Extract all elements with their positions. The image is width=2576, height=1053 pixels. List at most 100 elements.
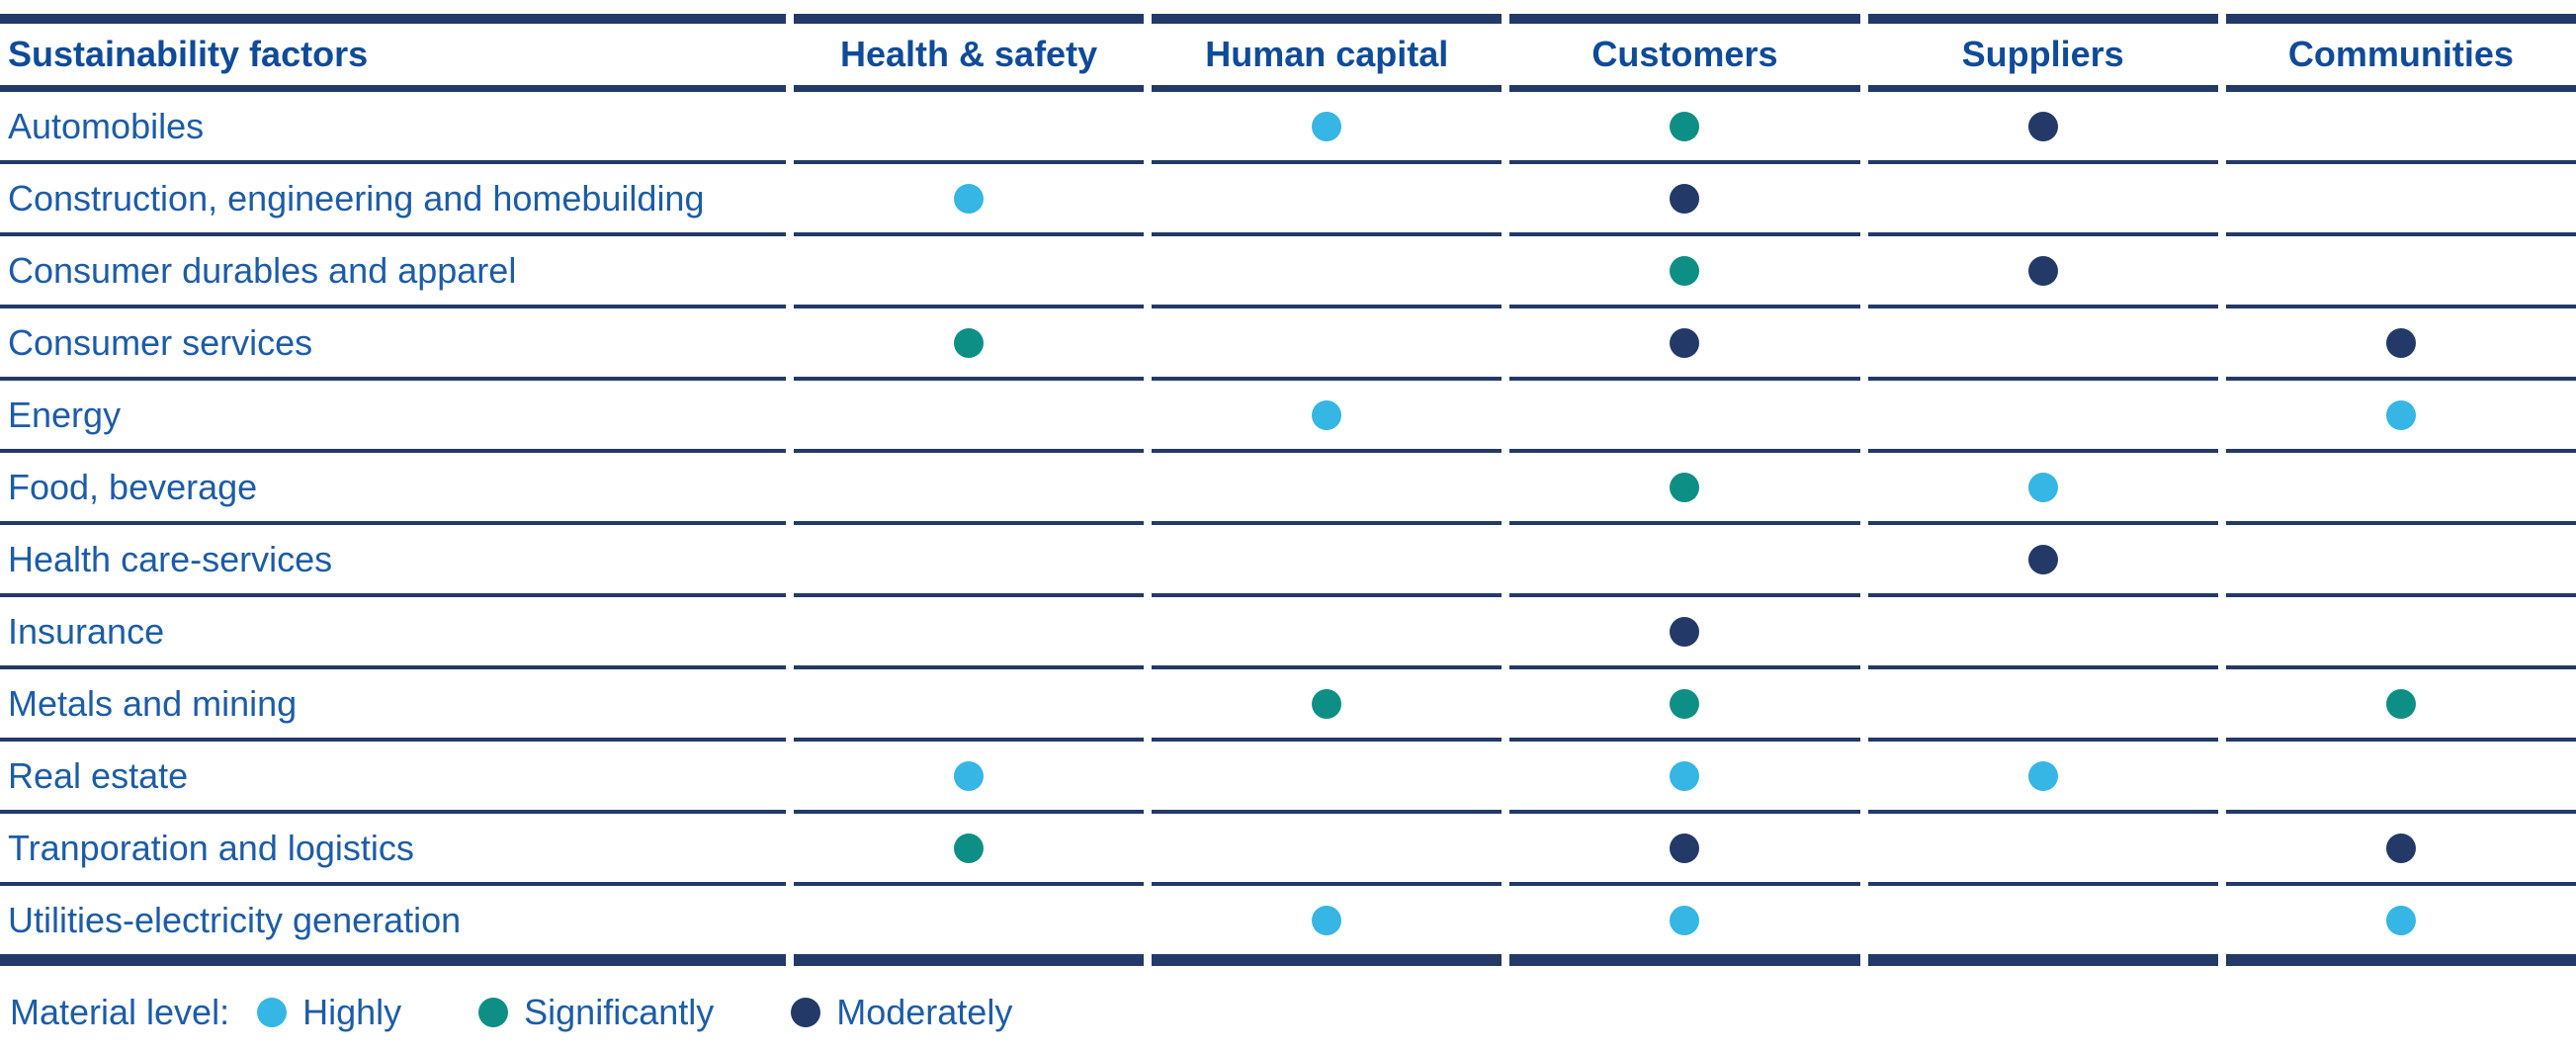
table-row: Tranporation and logistics (0, 814, 2576, 886)
cell-customers (1509, 236, 1860, 308)
sustainability-table: Sustainability factors Health & safety Hum… (0, 14, 2576, 966)
material-dot-moderately (2385, 327, 2416, 358)
material-dot-significantly (954, 833, 985, 863)
cell-customers (1509, 886, 1860, 966)
cell-suppliers (1867, 381, 2218, 453)
row-label: Tranporation and logistics (0, 814, 786, 886)
cell-human_capital (1152, 92, 1503, 164)
row-label: Real estate (0, 742, 786, 814)
cell-human_capital (1152, 525, 1503, 597)
material-dot-moderately (1670, 833, 1700, 863)
cell-customers (1509, 308, 1860, 381)
legend-label: Moderately (836, 992, 1013, 1032)
cell-human_capital (1152, 886, 1503, 966)
row-label: Metals and mining (0, 669, 786, 742)
cell-suppliers (1867, 164, 2218, 236)
cell-communities (2225, 453, 2576, 525)
table-row: Construction, engineering and homebuildi… (0, 164, 2576, 236)
material-dot-highly (1312, 905, 1342, 935)
cell-health_safety (793, 669, 1145, 742)
cell-health_safety (793, 453, 1145, 525)
material-dot-highly (1312, 111, 1342, 141)
moderately-dot (791, 998, 821, 1027)
cell-suppliers (1867, 308, 2218, 381)
cell-communities (2225, 597, 2576, 669)
legend: Material level: Highly Significantly Moder… (0, 992, 2576, 1033)
table-row: Metals and mining (0, 669, 2576, 742)
material-dot-highly (1312, 399, 1342, 430)
table-row: Real estate (0, 742, 2576, 814)
cell-suppliers (1867, 814, 2218, 886)
cell-human_capital (1152, 453, 1503, 525)
column-header-customers: Customers (1509, 14, 1860, 92)
row-label: Consumer durables and apparel (0, 236, 786, 308)
column-header-factor: Sustainability factors (0, 14, 786, 92)
cell-communities (2225, 742, 2576, 814)
material-dot-significantly (1670, 255, 1700, 286)
table-row: Health care-services (0, 525, 2576, 597)
cell-communities (2225, 669, 2576, 742)
material-dot-highly (2385, 905, 2416, 935)
table-row: Consumer durables and apparel (0, 236, 2576, 308)
cell-health_safety (793, 886, 1145, 966)
cell-human_capital (1152, 236, 1503, 308)
column-header-suppliers: Suppliers (1867, 14, 2218, 92)
row-label: Energy (0, 381, 786, 453)
material-dot-moderately (2027, 111, 2058, 141)
cell-health_safety (793, 381, 1145, 453)
cell-communities (2225, 92, 2576, 164)
cell-suppliers (1867, 525, 2218, 597)
column-header-health_safety: Health & safety (793, 14, 1145, 92)
table-row: Utilities-electricity generation (0, 886, 2576, 966)
legend-label: Significantly (524, 992, 715, 1032)
material-dot-highly (2027, 472, 2058, 502)
material-dot-highly (2385, 399, 2416, 430)
cell-suppliers (1867, 886, 2218, 966)
cell-human_capital (1152, 669, 1503, 742)
material-dot-significantly (1312, 688, 1342, 719)
cell-health_safety (793, 525, 1145, 597)
cell-communities (2225, 308, 2576, 381)
row-label: Consumer services (0, 308, 786, 381)
highly-dot (257, 998, 288, 1027)
cell-customers (1509, 597, 1860, 669)
cell-customers (1509, 92, 1860, 164)
cell-customers (1509, 381, 1860, 453)
row-label: Insurance (0, 597, 786, 669)
material-dot-highly (954, 760, 985, 791)
legend-title: Material level: (10, 992, 230, 1032)
material-dot-highly (1670, 760, 1700, 791)
cell-customers (1509, 453, 1860, 525)
material-dot-significantly (2385, 688, 2416, 719)
significantly-dot (478, 998, 509, 1027)
cell-health_safety (793, 308, 1145, 381)
material-dot-moderately (2027, 255, 2058, 286)
cell-communities (2225, 525, 2576, 597)
cell-customers (1509, 814, 1860, 886)
column-header-human_capital: Human capital (1152, 14, 1503, 92)
cell-human_capital (1152, 742, 1503, 814)
legend-item-highly: Highly (257, 992, 401, 1033)
material-dot-significantly (1670, 688, 1700, 719)
column-header-communities: Communities (2225, 14, 2576, 92)
material-dot-highly (954, 183, 985, 214)
row-label: Utilities-electricity generation (0, 886, 786, 966)
cell-human_capital (1152, 814, 1503, 886)
cell-suppliers (1867, 669, 2218, 742)
material-dot-moderately (1670, 616, 1700, 647)
material-dot-moderately (1670, 183, 1700, 214)
cell-suppliers (1867, 742, 2218, 814)
table-row: Food, beverage (0, 453, 2576, 525)
table-body: Automobiles Construction, engineering and… (0, 92, 2576, 966)
cell-communities (2225, 886, 2576, 966)
material-dot-moderately (2027, 544, 2058, 574)
header-row: Sustainability factors Health & safety Hum… (0, 14, 2576, 92)
cell-health_safety (793, 92, 1145, 164)
table-row: Consumer services (0, 308, 2576, 381)
material-dot-highly (1670, 905, 1700, 935)
cell-health_safety (793, 814, 1145, 886)
cell-health_safety (793, 597, 1145, 669)
row-label: Construction, engineering and homebuildi… (0, 164, 786, 236)
cell-communities (2225, 814, 2576, 886)
legend-item-significantly: Significantly (478, 992, 714, 1033)
